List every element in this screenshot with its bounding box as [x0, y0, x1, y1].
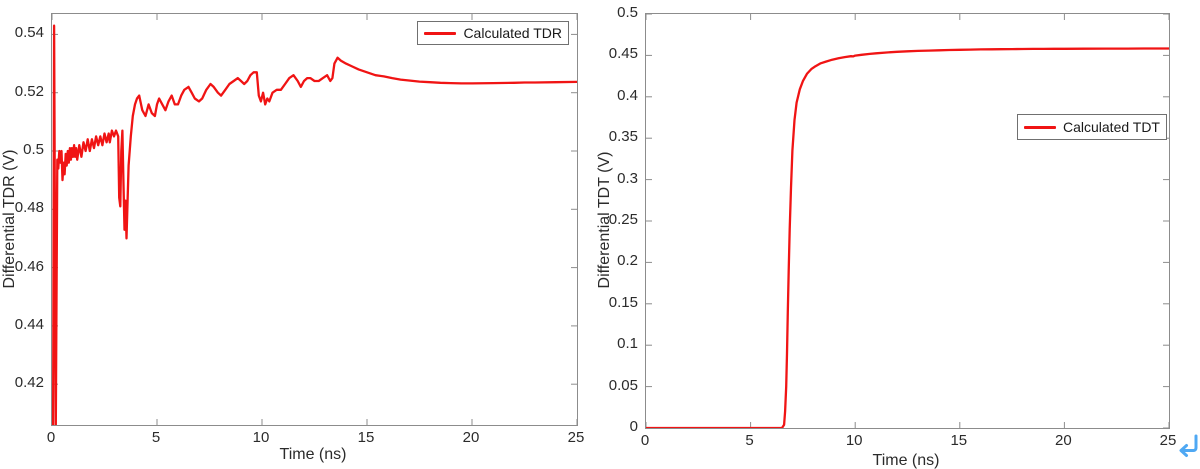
tdt-x-tick-label: 10	[845, 432, 863, 449]
tdr-chart: Differential TDR (V) Calculated TDR Time…	[1, 13, 585, 463]
tdr-x-tick-label: 20	[462, 429, 480, 446]
tdr-y-tick-label: 0.5	[23, 141, 44, 158]
tdt-y-tick-label: 0.5	[617, 4, 638, 21]
return-arrow-icon	[1179, 434, 1198, 457]
tdt-legend: Calculated TDT	[1016, 114, 1167, 140]
tdt-y-tick-label: 0.45	[608, 45, 638, 63]
tdr-y-tick-label: 0.44	[14, 315, 44, 333]
tdt-x-axis-label: Time (ns)	[872, 452, 940, 469]
tdt-x-tick-label: 0	[640, 432, 650, 449]
tdt-x-tick-label: 5	[745, 432, 754, 449]
tdr-legend-label: Calculated TDR	[463, 25, 562, 41]
tdr-legend-line-sample	[424, 31, 457, 35]
tdt-chart: Differential TDT (V) Calculated TDT Time…	[596, 0, 1200, 469]
tdr-x-tick-label: 25	[567, 429, 585, 446]
tdr-x-tick-label: 0	[46, 429, 56, 446]
tdt-x-tick-label: 15	[950, 432, 968, 449]
tdt-y-tick-label: 0.2	[617, 252, 638, 270]
tdt-plot-svg	[646, 14, 1169, 428]
tdt-x-tick-label: 25	[1159, 432, 1177, 449]
tdt-y-tick-label: 0.35	[608, 128, 638, 146]
tdt-x-tick-label: 20	[1055, 432, 1072, 449]
tdt-legend-line-sample	[1023, 125, 1056, 129]
tdr-x-tick-label: 15	[357, 429, 375, 446]
tdr-y-tick-label: 0.42	[14, 374, 44, 392]
tdr-y-tick-label: 0.46	[14, 257, 44, 275]
tdr-legend: Calculated TDR	[417, 21, 569, 45]
tdt-y-tick-label: 0.15	[608, 293, 638, 311]
tdt-curve	[646, 47, 1169, 428]
tdr-x-tick-label: 5	[151, 429, 161, 446]
tdt-y-tick-label: 0.4	[617, 86, 638, 104]
tdt-y-tick-label: 0	[629, 418, 638, 435]
tdt-y-tick-label: 0.3	[617, 169, 638, 187]
tdt-y-tick-label: 0.25	[608, 211, 638, 228]
tdt-y-tick-label: 0.05	[608, 376, 638, 394]
tdr-y-tick-label: 0.48	[14, 199, 44, 217]
tdr-plot-svg	[52, 14, 577, 425]
tdr-curve	[52, 24, 577, 425]
tdt-y-tick-label: 0.1	[617, 335, 638, 353]
tdr-x-tick-label: 10	[252, 429, 270, 446]
tdt-legend-label: Calculated TDT	[1062, 119, 1160, 135]
tdr-plot-box: Calculated TDR	[51, 13, 578, 426]
tdr-y-tick-label: 0.52	[14, 82, 44, 100]
tdr-y-tick-label: 0.54	[14, 24, 44, 42]
tdt-plot-box: Calculated TDT	[645, 13, 1170, 429]
tdr-x-axis-label: Time (ns)	[279, 446, 347, 463]
